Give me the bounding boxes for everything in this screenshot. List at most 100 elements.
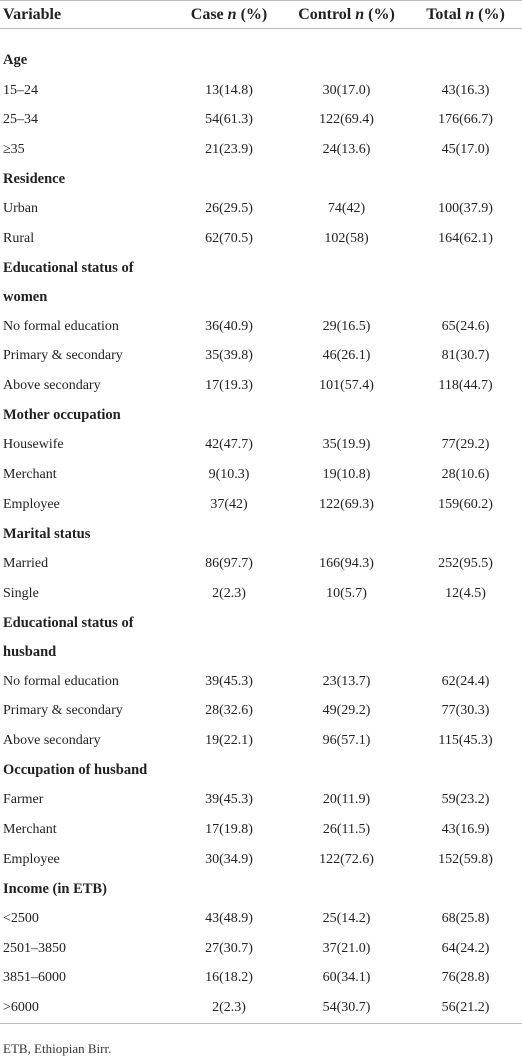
row-label: Housewife <box>3 437 64 453</box>
cell-case: 39(45.3) <box>205 792 253 808</box>
section-title: Marital status <box>3 525 91 542</box>
cell-control: 24(13.6) <box>322 141 371 157</box>
header-total: Total n (%) <box>409 0 522 29</box>
table-row: Urban 26(29.5) 74(42) 100(37.9) <box>0 194 522 224</box>
row-label: 3851–6000 <box>3 970 66 986</box>
cell-total: 76(28.8) <box>441 970 490 986</box>
cell-total: 68(25.8) <box>441 911 490 927</box>
cell-case: 2(2.3) <box>174 993 284 1024</box>
header-control-label: Control <box>298 5 352 23</box>
row-label: Single <box>3 585 39 601</box>
header-control-n: n <box>355 5 365 23</box>
cell-case: 13(14.8) <box>205 82 253 98</box>
row-label: Employee <box>3 851 60 867</box>
cell-control: 30(17.0) <box>322 82 371 98</box>
header-row: Variable Case n (%) Control n (%) Total … <box>0 0 522 29</box>
row-label: <2500 <box>3 911 39 927</box>
cell-control: 26(11.5) <box>322 821 371 837</box>
row-label: Merchant <box>3 821 57 837</box>
table-row: 25–34 54(61.3) 122(69.4) 176(66.7) <box>0 105 522 135</box>
cell-control: 74(42) <box>327 201 366 217</box>
cell-total: 176(66.7) <box>438 112 493 128</box>
cell-total: 81(30.7) <box>441 348 490 364</box>
row-label: No formal education <box>3 318 119 334</box>
cell-total: 59(23.2) <box>441 792 490 808</box>
table-row: No formal education 36(40.9) 29(16.5) 65(24… <box>0 312 522 342</box>
cell-case: 86(97.7) <box>205 556 253 572</box>
section-header-row: Income (in ETB) <box>0 875 522 905</box>
cell-control: 46(26.1) <box>322 348 371 364</box>
cell-control: 166(94.3) <box>319 556 374 572</box>
section-title: Income (in ETB) <box>3 880 107 897</box>
table-row: Above secondary 19(22.1) 96(57.1) 115(45.3) <box>0 726 522 756</box>
cell-control: 10(5.7) <box>326 585 367 601</box>
table-row: 3851–6000 16(18.2) 60(34.1) 76(28.8) <box>0 964 522 994</box>
row-label: 25–34 <box>3 112 38 128</box>
cell-case: 2(2.3) <box>212 585 246 601</box>
table-row: Rural 62(70.5) 102(58) 164(62.1) <box>0 224 522 254</box>
cell-total: 152(59.8) <box>438 851 493 867</box>
row-label: Above secondary <box>3 378 101 394</box>
cell-case: 35(39.8) <box>205 348 253 364</box>
cell-total: 118(44.7) <box>438 378 493 394</box>
section-title: Educational status of women <box>3 259 134 305</box>
section-header-row: Residence <box>0 165 522 195</box>
section-title: Age <box>3 52 28 69</box>
section-header-row: Educational status of women <box>0 254 522 312</box>
row-label: Primary & secondary <box>3 348 123 364</box>
cell-total: 12(4.5) <box>445 585 486 601</box>
table-row: Employee 30(34.9) 122(72.6) 152(59.8) <box>0 845 522 875</box>
cell-total: 164(62.1) <box>438 230 493 246</box>
table-row: >6000 2(2.3) 54(30.7) 56(21.2) <box>0 993 522 1024</box>
row-label: Merchant <box>3 467 57 483</box>
cell-case: 39(45.3) <box>205 673 253 689</box>
cell-total: 56(21.2) <box>409 993 522 1024</box>
header-total-pct: (%) <box>478 5 505 23</box>
table-row: Housewife 42(47.7) 35(19.9) 77(29.2) <box>0 431 522 461</box>
cell-total: 64(24.2) <box>441 940 490 956</box>
table-row: Primary & secondary 28(32.6) 49(29.2) 77(30… <box>0 696 522 726</box>
row-label: ≥35 <box>3 141 25 157</box>
cell-case: 17(19.8) <box>205 821 253 837</box>
table-row: Above secondary 17(19.3) 101(57.4) 118(44.7… <box>0 371 522 401</box>
cell-control: 54(30.7) <box>284 993 409 1024</box>
cell-total: 43(16.9) <box>441 821 490 837</box>
section-header-row: Educational status of husband <box>0 609 522 667</box>
table-footnote: ETB, Ethiopian Birr. <box>3 1041 112 1056</box>
cell-control: 60(34.1) <box>322 970 371 986</box>
table-body: Age 15–24 13(14.8) 30(17.0) 43(16.3) 25–34 54(… <box>0 29 522 1024</box>
cell-control: 122(69.3) <box>319 496 374 512</box>
cell-case: 36(40.9) <box>205 318 253 334</box>
cell-control: 102(58) <box>324 230 369 246</box>
section-title: Educational status of husband <box>3 614 134 660</box>
cell-case: 28(32.6) <box>205 703 253 719</box>
row-label: >6000 <box>0 993 174 1024</box>
cell-case: 16(18.2) <box>205 970 253 986</box>
row-label: Employee <box>3 496 60 512</box>
cell-case: 26(29.5) <box>205 201 253 217</box>
row-label: 15–24 <box>3 82 38 98</box>
row-label: Primary & secondary <box>3 703 123 719</box>
table-row: Farmer 39(45.3) 20(11.9) 59(23.2) <box>0 785 522 815</box>
section-header-row: Occupation of husband <box>0 756 522 786</box>
cell-control: 122(72.6) <box>319 851 374 867</box>
row-label: Urban <box>3 201 38 217</box>
cell-control: 29(16.5) <box>322 318 371 334</box>
cell-total: 77(30.3) <box>441 703 490 719</box>
section-title: Mother occupation <box>3 407 121 424</box>
cell-case: 43(48.9) <box>205 911 253 927</box>
row-label: 2501–3850 <box>3 940 66 956</box>
header-case: Case n (%) <box>174 0 284 29</box>
cell-control: 19(10.8) <box>322 467 371 483</box>
table-row: Married 86(97.7) 166(94.3) 252(95.5) <box>0 549 522 579</box>
section-title: Residence <box>3 171 66 188</box>
row-label: Above secondary <box>3 732 101 748</box>
header-case-pct: (%) <box>240 5 268 23</box>
section-title: Occupation of husband <box>3 762 148 779</box>
cell-case: 62(70.5) <box>205 230 253 246</box>
cell-case: 37(42) <box>210 496 248 512</box>
cell-total: 159(60.2) <box>438 496 493 512</box>
cell-case: 42(47.7) <box>205 437 253 453</box>
cell-total: 62(24.4) <box>441 673 490 689</box>
cell-case: 27(30.7) <box>205 940 253 956</box>
